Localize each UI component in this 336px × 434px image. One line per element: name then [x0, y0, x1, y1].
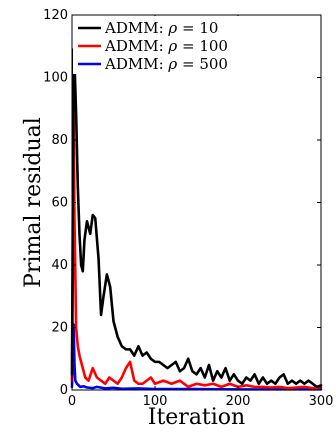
legend-box [73, 16, 251, 74]
x-axis-label: Iteration [148, 405, 245, 430]
legend-prefix: ADMM: [104, 37, 168, 55]
y-tick-label: 100 [43, 71, 68, 86]
plot-lines [70, 48, 323, 391]
x-tick-label: 100 [143, 394, 168, 409]
legend-prefix: ADMM: [104, 19, 168, 37]
legend-label-2: ADMM: ρ = 100 [104, 37, 228, 55]
y-tick-label: 40 [51, 258, 68, 273]
x-tick-label: 300 [309, 394, 334, 409]
legend-rho-symbol: ρ [167, 19, 177, 37]
legend-rho-symbol: ρ [167, 55, 177, 73]
series-line-2 [70, 110, 323, 390]
legend-value: = 500 [177, 55, 228, 73]
series-line-1 [70, 48, 323, 389]
y-tick-label: 0 [60, 383, 68, 398]
series-line-3 [70, 323, 323, 391]
y-tick-label: 120 [43, 8, 68, 23]
y-tick-label: 60 [51, 196, 68, 211]
y-tick-label: 20 [51, 321, 68, 336]
legend-value: = 100 [177, 37, 228, 55]
legend-label-1: ADMM: ρ = 10 [104, 19, 218, 37]
legend-rho-symbol: ρ [167, 37, 177, 55]
y-axis-label: Primal residual [21, 117, 46, 288]
legend-prefix: ADMM: [104, 55, 168, 73]
axis-ticks: 0 100 200 300 0 20 40 60 80 100 120 [43, 8, 333, 409]
legend-value: = 10 [177, 19, 218, 37]
legend-label-3: ADMM: ρ = 500 [104, 55, 228, 73]
x-tick-label: 0 [68, 394, 76, 409]
y-tick-label: 80 [51, 133, 68, 148]
x-tick-label: 200 [226, 394, 251, 409]
